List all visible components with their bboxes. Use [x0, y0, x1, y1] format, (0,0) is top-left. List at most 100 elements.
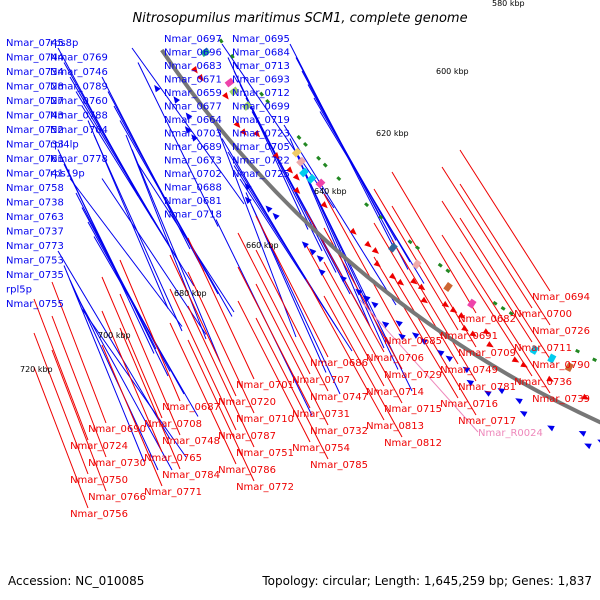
forward-gene-arrow [411, 332, 420, 339]
position-tick-label: 680 kbp [174, 289, 207, 298]
forward-gene-arrow [272, 212, 280, 220]
forward-gene-arrow [462, 366, 471, 374]
forward-gene-label: Nmar_0723 [232, 129, 290, 140]
reverse-gene-label: Nmar_0700 [514, 309, 572, 320]
reverse-gene-arrow [546, 375, 554, 382]
reverse-gene-label: Nmar_0707 [292, 375, 350, 386]
rna-gene-label: Nmar_R0024 [478, 428, 543, 439]
gene-leader-line [441, 166, 533, 309]
gene-leader-line [237, 232, 311, 375]
gene-leader-line [169, 254, 237, 397]
reverse-gene-label: Nmar_0717 [458, 416, 516, 427]
gene-leader-line [137, 163, 235, 313]
cog-category-block [529, 344, 539, 355]
forward-gene-label: Nmar_0688 [164, 183, 222, 194]
feature-glyphs [154, 38, 600, 450]
position-tick-label: 640 kbp [314, 187, 347, 196]
reverse-gene-arrow [286, 166, 294, 174]
reverse-gene-label: Nmar_0784 [162, 470, 220, 481]
cog-category-block [229, 86, 240, 97]
reverse-gene-label: Nmar_0790 [532, 360, 590, 371]
reverse-gene-label: Nmar_0690 [88, 424, 146, 435]
forward-gene-label: Nmar_0769 [50, 53, 108, 64]
forward-gene-label: Nmar_0684 [232, 48, 290, 59]
reverse-gene-label: Nmar_0750 [70, 475, 128, 486]
position-tick-label: 720 kbp [20, 365, 53, 374]
reverse-gene-label: Nmar_0714 [366, 387, 424, 398]
forward-gene-arrow [184, 126, 192, 134]
cog-category-block [547, 353, 557, 364]
reverse-gene-label: Nmar_0694 [532, 292, 590, 303]
reverse-gene-arrow [349, 227, 357, 235]
reverse-gene-label: Nmar_0813 [366, 421, 424, 432]
reverse-gene-arrow [511, 356, 520, 363]
gc-skew-mark [316, 155, 322, 161]
forward-gene-label: Nmar_0738 [6, 198, 64, 209]
reverse-gene-arrow [469, 330, 477, 337]
forward-gene-label: Nmar_0673 [164, 156, 222, 167]
gene-leader-line [101, 310, 163, 453]
gene-leader-line [119, 120, 233, 317]
forward-gene-arrow [578, 431, 587, 437]
gc-skew-mark [407, 239, 413, 245]
forward-gene-arrow [339, 275, 347, 283]
reverse-gene-label: Nmar_0739 [532, 394, 590, 405]
forward-gene-label: Nmar_0789 [50, 82, 108, 93]
gene-leader-line [119, 259, 181, 402]
cog-category-block [443, 282, 453, 293]
forward-gene-arrow [497, 388, 506, 395]
forward-gene-arrow [316, 255, 324, 263]
gene-leader-line [69, 178, 183, 327]
gc-skew-mark [302, 141, 308, 147]
forward-gene-label: Nmar_0659 [164, 88, 222, 99]
gc-skew-mark [500, 306, 506, 311]
reverse-gene-label: Nmar_0715 [384, 404, 442, 415]
gc-skew-mark [296, 134, 302, 140]
gc-skew-mark [445, 268, 451, 274]
reverse-gene-label: Nmar_0812 [384, 438, 442, 449]
cog-category-block [388, 242, 398, 253]
gene-leader-line [187, 237, 255, 380]
forward-gene-label: Nmar_0737 [6, 227, 64, 238]
gc-skew-mark [265, 98, 271, 104]
gene-leader-line [391, 205, 477, 348]
forward-gene-label: Nmar_0735 [6, 270, 64, 281]
forward-gene-label: Nmar_0763 [6, 212, 64, 223]
forward-gene-arrow [301, 241, 309, 249]
forward-gene-label: Nmar_0683 [164, 61, 222, 72]
gc-skew-mark [322, 162, 328, 168]
reverse-gene-label: Nmar_0709 [458, 348, 516, 359]
reverse-gene-label: Nmar_0730 [88, 458, 146, 469]
gene-leader-line [221, 43, 335, 209]
position-tick-label: 580 kbp [492, 0, 525, 8]
gene-leader-line [81, 105, 195, 287]
gc-skew-mark [378, 214, 384, 220]
gene-leader-line [51, 349, 107, 492]
forward-gene-label: Nmar_0722 [232, 156, 290, 167]
forward-gene-label: Nmar_0745 [6, 38, 64, 49]
gene-leader-line [255, 249, 329, 392]
forward-gene-arrow [420, 338, 428, 345]
reverse-gene-label: Nmar_0786 [218, 465, 276, 476]
gene-leader-line [459, 183, 551, 326]
gene-leader-line [289, 138, 371, 327]
reverse-gene-arrow [457, 312, 466, 319]
reverse-gene-label: Nmar_0729 [384, 370, 442, 381]
gc-skew-mark [229, 53, 235, 59]
backbone-ring [160, 48, 600, 425]
gc-skew-mark [492, 300, 498, 306]
forward-gene-label: Nmar_0728 [6, 82, 64, 93]
forward-gene-arrow [466, 379, 475, 387]
gene-leader-line [131, 47, 245, 205]
forward-gene-label: Nmar_0788 [50, 111, 108, 122]
forward-gene-label: Nmar_0727 [6, 96, 64, 107]
forward-gene-arrow [398, 333, 406, 341]
reverse-gene-label: Nmar_0731 [292, 409, 350, 420]
gene-leader-line [69, 279, 159, 471]
forward-gene-label: Nmar_0753 [6, 256, 64, 267]
reverse-gene-label: Nmar_0720 [218, 397, 276, 408]
forward-gene-arrow [244, 196, 252, 204]
forward-gene-label: rpl5p [6, 285, 32, 296]
forward-gene-label: Nmar_0695 [232, 34, 290, 45]
reverse-gene-label: Nmar_0781 [458, 382, 516, 393]
